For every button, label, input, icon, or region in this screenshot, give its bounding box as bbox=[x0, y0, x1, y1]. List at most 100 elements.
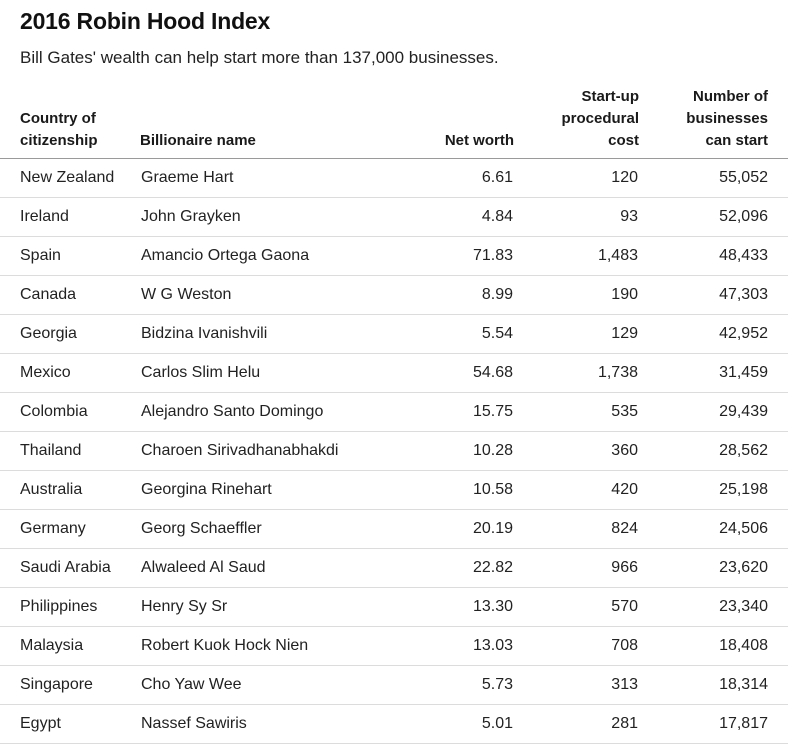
cell-net-worth: 5.73 bbox=[372, 665, 514, 705]
cell-cost: 1,483 bbox=[514, 236, 639, 276]
column-header-cost: Start-up procedural cost bbox=[514, 86, 639, 159]
cell-net-worth: 22.82 bbox=[372, 548, 514, 588]
cell-net-worth: 5.54 bbox=[372, 314, 514, 354]
cell-cost: 360 bbox=[514, 431, 639, 471]
table-row: Canada W G Weston 8.99 190 47,303 bbox=[0, 275, 788, 315]
cell-businesses: 47,303 bbox=[639, 275, 788, 315]
cell-country: Malaysia bbox=[0, 626, 140, 666]
cell-country: Georgia bbox=[0, 314, 140, 354]
cell-businesses: 52,096 bbox=[639, 197, 788, 237]
cell-net-worth: 4.84 bbox=[372, 197, 514, 237]
table-row: Germany Georg Schaeffler 20.19 824 24,506 bbox=[0, 509, 788, 549]
column-header-country: Country of citizenship bbox=[0, 86, 140, 159]
cell-businesses: 48,433 bbox=[639, 236, 788, 276]
cell-country: Singapore bbox=[0, 665, 140, 705]
cell-name: Alejandro Santo Domingo bbox=[140, 392, 372, 432]
cell-cost: 93 bbox=[514, 197, 639, 237]
cell-businesses: 42,952 bbox=[639, 314, 788, 354]
table-row: Philippines Henry Sy Sr 13.30 570 23,340 bbox=[0, 587, 788, 627]
cell-cost: 120 bbox=[514, 158, 639, 198]
column-header-line: citizenship bbox=[20, 132, 98, 149]
cell-businesses: 31,459 bbox=[639, 353, 788, 393]
cell-cost: 966 bbox=[514, 548, 639, 588]
cell-name: Georg Schaeffler bbox=[140, 509, 372, 549]
cell-businesses: 24,506 bbox=[639, 509, 788, 549]
cell-country: Egypt bbox=[0, 704, 140, 744]
data-table: Country of citizenship Billionaire name Net… bbox=[0, 86, 788, 744]
cell-country: Thailand bbox=[0, 431, 140, 471]
table-row: Saudi Arabia Alwaleed Al Saud 22.82 966 23,6… bbox=[0, 548, 788, 588]
cell-country: Mexico bbox=[0, 353, 140, 393]
cell-net-worth: 13.03 bbox=[372, 626, 514, 666]
cell-net-worth: 20.19 bbox=[372, 509, 514, 549]
cell-name: Alwaleed Al Saud bbox=[140, 548, 372, 588]
cell-name: Henry Sy Sr bbox=[140, 587, 372, 627]
cell-businesses: 25,198 bbox=[639, 470, 788, 510]
column-header-line: Start-up bbox=[581, 88, 640, 105]
column-header-name: Billionaire name bbox=[140, 86, 372, 159]
cell-net-worth: 54.68 bbox=[372, 353, 514, 393]
cell-cost: 420 bbox=[514, 470, 639, 510]
column-header-line: businesses bbox=[686, 110, 768, 127]
table-body: New Zealand Graeme Hart 6.61 120 55,052 Irela… bbox=[0, 158, 788, 744]
cell-country: Spain bbox=[0, 236, 140, 276]
cell-cost: 708 bbox=[514, 626, 639, 666]
cell-net-worth: 10.58 bbox=[372, 470, 514, 510]
cell-country: Canada bbox=[0, 275, 140, 315]
column-header-line: Net worth bbox=[444, 132, 514, 149]
column-header-line: Country of bbox=[20, 110, 96, 127]
table-row: Ireland John Grayken 4.84 93 52,096 bbox=[0, 197, 788, 237]
cell-cost: 570 bbox=[514, 587, 639, 627]
cell-net-worth: 71.83 bbox=[372, 236, 514, 276]
cell-name: Amancio Ortega Gaona bbox=[140, 236, 372, 276]
cell-name: Robert Kuok Hock Nien bbox=[140, 626, 372, 666]
cell-cost: 313 bbox=[514, 665, 639, 705]
cell-name: Bidzina Ivanishvili bbox=[140, 314, 372, 354]
cell-businesses: 55,052 bbox=[639, 158, 788, 198]
cell-cost: 190 bbox=[514, 275, 639, 315]
cell-cost: 535 bbox=[514, 392, 639, 432]
cell-name: John Grayken bbox=[140, 197, 372, 237]
cell-businesses: 18,408 bbox=[639, 626, 788, 666]
cell-name: Cho Yaw Wee bbox=[140, 665, 372, 705]
table-row: Colombia Alejandro Santo Domingo 15.75 535 2… bbox=[0, 392, 788, 432]
table-row: Spain Amancio Ortega Gaona 71.83 1,483 48,43… bbox=[0, 236, 788, 276]
table-row: New Zealand Graeme Hart 6.61 120 55,052 bbox=[0, 158, 788, 198]
cell-cost: 824 bbox=[514, 509, 639, 549]
cell-country: Saudi Arabia bbox=[0, 548, 140, 588]
cell-country: New Zealand bbox=[0, 158, 140, 198]
cell-businesses: 23,340 bbox=[639, 587, 788, 627]
cell-businesses: 18,314 bbox=[639, 665, 788, 705]
table-row: Georgia Bidzina Ivanishvili 5.54 129 42,952 bbox=[0, 314, 788, 354]
column-header-net-worth: Net worth bbox=[372, 86, 514, 159]
column-header-line: can start bbox=[705, 132, 768, 149]
cell-businesses: 28,562 bbox=[639, 431, 788, 471]
column-header-line: Number of bbox=[693, 88, 768, 105]
chart-title: 2016 Robin Hood Index bbox=[20, 8, 271, 34]
cell-country: Germany bbox=[0, 509, 140, 549]
cell-businesses: 29,439 bbox=[639, 392, 788, 432]
column-header-businesses: Number of businesses can start bbox=[639, 86, 788, 159]
cell-country: Philippines bbox=[0, 587, 140, 627]
column-header-line: Billionaire name bbox=[140, 132, 256, 149]
table-row: Malaysia Robert Kuok Hock Nien 13.03 708 18,… bbox=[0, 626, 788, 666]
cell-name: Charoen Sirivadhanabhakdi bbox=[140, 431, 372, 471]
table-row: Singapore Cho Yaw Wee 5.73 313 18,314 bbox=[0, 665, 788, 705]
column-header-line: procedural bbox=[561, 110, 639, 127]
table-row: Thailand Charoen Sirivadhanabhakdi 10.28 36… bbox=[0, 431, 788, 471]
chart-subtitle: Bill Gates' wealth can help start more t… bbox=[20, 48, 499, 67]
table-header: Country of citizenship Billionaire name Net… bbox=[0, 86, 788, 159]
cell-country: Colombia bbox=[0, 392, 140, 432]
cell-cost: 281 bbox=[514, 704, 639, 744]
table-row: Egypt Nassef Sawiris 5.01 281 17,817 bbox=[0, 704, 788, 744]
cell-businesses: 23,620 bbox=[639, 548, 788, 588]
header-row: Country of citizenship Billionaire name Net… bbox=[0, 86, 788, 159]
cell-net-worth: 6.61 bbox=[372, 158, 514, 198]
cell-net-worth: 15.75 bbox=[372, 392, 514, 432]
cell-country: Ireland bbox=[0, 197, 140, 237]
cell-businesses: 17,817 bbox=[639, 704, 788, 744]
cell-net-worth: 8.99 bbox=[372, 275, 514, 315]
cell-name: Carlos Slim Helu bbox=[140, 353, 372, 393]
cell-name: Graeme Hart bbox=[140, 158, 372, 198]
